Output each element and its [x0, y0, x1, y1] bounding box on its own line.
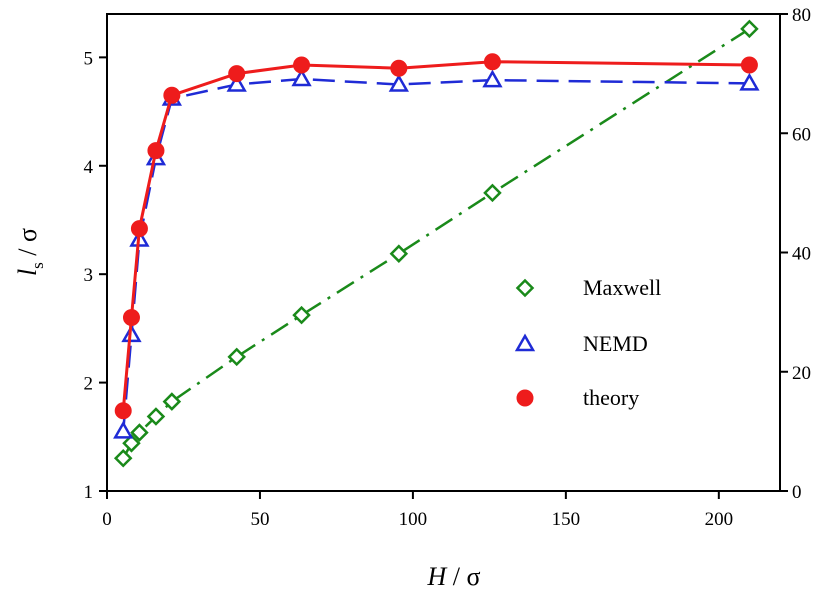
- y-axis-label-italic: l: [13, 269, 42, 276]
- y-tick-label: 5: [84, 48, 94, 69]
- x-tick-label: 150: [552, 509, 581, 530]
- data-point: [113, 420, 134, 439]
- data-point: [147, 142, 165, 160]
- y-axis-left: 1 2 3 4 5: [84, 48, 107, 503]
- series-maxwell: [113, 19, 759, 468]
- data-point: [739, 72, 760, 91]
- y2-tick-label: 80: [792, 5, 811, 26]
- data-point: [390, 59, 408, 77]
- legend-label: NEMD: [583, 331, 648, 356]
- y2-tick-label: 20: [792, 363, 811, 384]
- y-axis-label: ls / σ: [13, 228, 47, 276]
- y-axis-right: 0 20 40 60 80: [780, 5, 811, 503]
- y-axis-label-rest: / σ: [13, 228, 42, 262]
- series-line: [121, 60, 750, 411]
- x-axis-label-rest: / σ: [446, 562, 480, 591]
- legend-label: Maxwell: [583, 275, 661, 300]
- data-point: [113, 448, 133, 468]
- data-point: [146, 407, 166, 426]
- legend: Maxwell NEMD theory: [514, 275, 661, 410]
- data-point: [162, 392, 182, 411]
- data-point: [482, 69, 503, 88]
- legend-marker: [516, 389, 534, 407]
- data-point: [130, 220, 148, 238]
- series-layer: [113, 19, 760, 468]
- legend-marker: [514, 333, 536, 352]
- x-tick-label: 100: [399, 509, 428, 530]
- legend-marker: [515, 278, 535, 298]
- data-point: [226, 73, 247, 92]
- series-line: [122, 27, 751, 459]
- y2-tick-label: 60: [792, 124, 811, 145]
- data-point: [163, 86, 181, 104]
- legend-item-maxwell: Maxwell: [515, 275, 661, 300]
- y-axis-label-sub: s: [28, 262, 47, 269]
- data-point: [122, 309, 140, 327]
- plot-frame: [106, 13, 781, 492]
- data-point: [483, 183, 502, 203]
- data-point: [483, 53, 501, 71]
- legend-label: theory: [583, 385, 639, 410]
- data-point: [740, 19, 759, 39]
- data-point: [291, 68, 312, 87]
- x-tick-label: 200: [705, 509, 734, 530]
- x-axis-label-italic: H: [426, 562, 447, 591]
- data-point: [227, 347, 246, 367]
- y2-tick-label: 40: [792, 244, 811, 265]
- y-tick-label: 2: [84, 374, 94, 395]
- series-theory: [114, 53, 758, 420]
- data-point: [228, 65, 246, 83]
- legend-item-theory: theory: [516, 385, 639, 410]
- series-line: [121, 77, 750, 432]
- data-point: [389, 244, 409, 263]
- y2-tick-label: 0: [792, 482, 802, 503]
- legend-item-nemd: NEMD: [514, 331, 648, 356]
- data-point: [114, 402, 132, 420]
- x-axis: 0 50 100 150 200: [102, 491, 733, 530]
- x-axis-label: H / σ: [426, 562, 480, 591]
- x-tick-label: 50: [250, 509, 269, 530]
- data-point: [740, 56, 758, 74]
- x-tick-label: 0: [102, 509, 112, 530]
- y-tick-label: 1: [84, 482, 94, 503]
- y-tick-label: 4: [84, 157, 94, 178]
- data-point: [292, 305, 311, 325]
- data-point: [293, 56, 311, 74]
- y-tick-label: 3: [84, 265, 94, 286]
- series-nemd: [113, 68, 760, 439]
- data-point: [388, 73, 409, 92]
- data-point: [130, 423, 149, 442]
- data-point: [122, 434, 141, 453]
